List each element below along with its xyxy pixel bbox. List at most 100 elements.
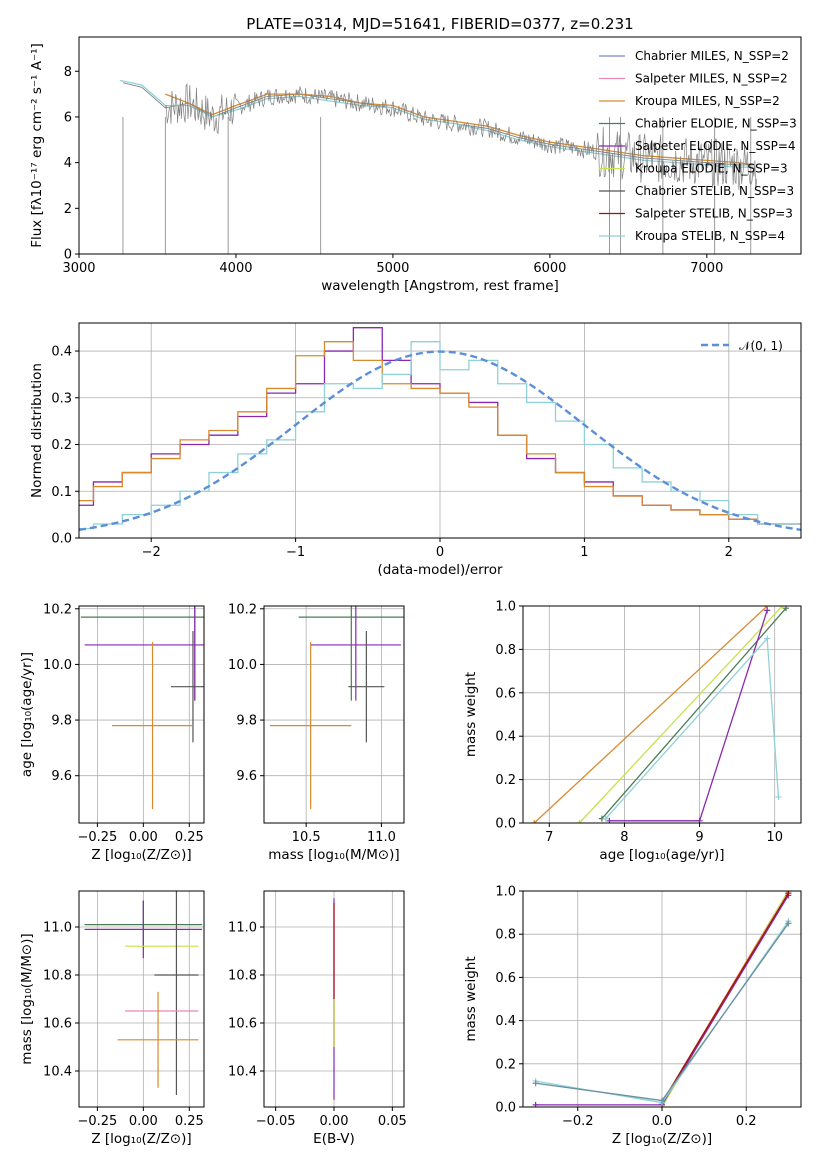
x-tick-label: −0.25 xyxy=(77,830,117,845)
y-tick-label: 0.0 xyxy=(51,532,72,547)
legend-label: Salpeter ELODIE, N_SSP=4 xyxy=(635,139,796,153)
x-tick-label: −2 xyxy=(142,545,161,560)
legend-label: Kroupa ELODIE, N_SSP=3 xyxy=(635,162,788,176)
data-point xyxy=(532,1080,539,1087)
chart-panel-4: 10.5 11.0 9.6 9.8 10.0 10.2 mass [log₁₀(M/M⊙)] xyxy=(228,602,405,863)
plot-area xyxy=(80,606,204,810)
x-tick-label: −0.2 xyxy=(562,1114,594,1129)
y-tick-label: 0 xyxy=(64,248,72,263)
y-tick-label: 0.2 xyxy=(51,438,72,453)
y-tick-label: 6 xyxy=(64,110,72,125)
chart-panel-6: −0.25 0.00 0.25 10.4 10.6 10.8 11.0 Z [log₁₀(Z/… xyxy=(19,890,205,1147)
x-tick-label: 0.00 xyxy=(129,830,158,845)
x-tick-label: 0.05 xyxy=(378,1114,407,1129)
y-tick-label: 1.0 xyxy=(495,885,516,900)
y-tick-label: 9.8 xyxy=(236,714,257,729)
x-tick-label: 6000 xyxy=(533,261,566,276)
legend-label: Chabrier MILES, N_SSP=2 xyxy=(635,49,789,63)
y-axis-label: mass weight xyxy=(463,956,479,1041)
y-tick-label: 0.4 xyxy=(51,345,72,360)
x-tick-label: 0.0 xyxy=(652,1114,673,1129)
legend-label: Chabrier STELIB, N_SSP=3 xyxy=(635,184,794,198)
y-tick-label: 9.8 xyxy=(51,714,72,729)
chart-panel-3: −0.25 0.00 0.25 9.6 9.8 10.0 10.2 Z [log₁₀(Z/Z⊙… xyxy=(19,602,205,863)
y-axis-label: age [log₁₀(age/yr)] xyxy=(19,652,35,777)
y-tick-label: 2 xyxy=(64,202,72,217)
y-tick-label: 0.1 xyxy=(51,485,72,500)
gaussian-curve xyxy=(79,350,801,531)
y-tick-label: 10.0 xyxy=(228,658,257,673)
series-line xyxy=(605,636,780,820)
legend-label: 𝒩(0, 1) xyxy=(739,339,783,353)
legend-label: Salpeter STELIB, N_SSP=3 xyxy=(635,207,793,221)
data-point xyxy=(659,1097,665,1104)
legend-label: Kroupa MILES, N_SSP=2 xyxy=(635,94,780,108)
series-line xyxy=(533,606,768,823)
data-point xyxy=(764,635,771,642)
plot-area xyxy=(79,327,801,531)
y-tick-label: 0.0 xyxy=(495,1101,516,1116)
data-point xyxy=(764,607,771,614)
series-line xyxy=(119,79,754,168)
x-tick-label: 10.5 xyxy=(292,830,321,845)
x-axis-label: (data-model)/error xyxy=(377,562,503,578)
data-point xyxy=(531,820,538,823)
x-tick-label: −1 xyxy=(286,545,305,560)
x-tick-label: 5000 xyxy=(376,261,409,276)
legend-label: Salpeter MILES, N_SSP=2 xyxy=(635,72,788,86)
x-axis-label: Z [log₁₀(Z/Z⊙)] xyxy=(612,1131,712,1147)
y-tick-label: 10.8 xyxy=(43,969,72,984)
y-tick-label: 9.6 xyxy=(51,769,72,784)
chart-panel-2: 𝒩(0, 1) −2 −1 0 1 2 0.0 0.1 0.2 0.3 0.4 (data-model… xyxy=(29,322,802,578)
plot-area xyxy=(119,79,758,254)
y-tick-label: 0.3 xyxy=(51,391,72,406)
x-tick-label: 7 xyxy=(545,830,553,845)
x-tick-label: 4000 xyxy=(219,261,252,276)
legend: Chabrier MILES, N_SSP=2 Salpeter MILES, N… xyxy=(599,49,797,243)
axes-frame xyxy=(78,890,205,1108)
y-tick-label: 0.6 xyxy=(495,686,516,701)
x-tick-label: 0.2 xyxy=(736,1114,757,1129)
axes-frame xyxy=(78,605,205,824)
x-tick-label: 0.25 xyxy=(175,830,204,845)
spectrum-noise xyxy=(164,83,758,190)
y-tick-label: 0.4 xyxy=(495,730,516,745)
y-tick-label: 0.2 xyxy=(495,1057,516,1072)
x-tick-label: 0.00 xyxy=(129,1114,158,1129)
legend-label: Chabrier ELODIE, N_SSP=3 xyxy=(635,117,797,131)
x-tick-label: −0.25 xyxy=(77,1114,117,1129)
x-tick-label: 9 xyxy=(695,830,703,845)
y-axis-label: Flux [fλ10⁻¹⁷ erg cm⁻² s⁻¹ A⁻¹] xyxy=(29,43,45,248)
chart-panel-1: Chabrier MILES, N_SSP=2 Salpeter MILES, N… xyxy=(29,36,802,294)
y-tick-label: 11.0 xyxy=(228,921,257,936)
y-tick-label: 9.6 xyxy=(236,769,257,784)
series-line xyxy=(661,892,789,1104)
figure-title: PLATE=0314, MJD=51641, FIBERID=0377, z=0… xyxy=(246,15,633,33)
y-tick-label: 10.4 xyxy=(228,1065,257,1080)
legend-label: Kroupa STELIB, N_SSP=4 xyxy=(635,229,785,243)
y-axis-label: Normed distribution xyxy=(29,363,45,498)
y-tick-label: 0.6 xyxy=(495,971,516,986)
chart-panel-8: −0.2 0.0 0.2 0.0 0.2 0.4 0.6 0.8 1.0 Z [log₁₀(Z/Z… xyxy=(463,885,802,1147)
y-tick-label: 10.2 xyxy=(228,602,257,617)
x-tick-label: 7000 xyxy=(690,261,723,276)
y-tick-label: 10.2 xyxy=(43,602,72,617)
axes-frame xyxy=(522,605,802,824)
y-tick-label: 0.8 xyxy=(495,928,516,943)
x-tick-label: −0.05 xyxy=(256,1114,296,1129)
data-point xyxy=(602,815,609,822)
series-line xyxy=(601,607,787,820)
y-tick-label: 0.4 xyxy=(495,1014,516,1029)
x-tick-label: 0.25 xyxy=(175,1114,204,1129)
series-line xyxy=(79,341,801,530)
x-tick-label: 0.00 xyxy=(320,1114,349,1129)
axes-frame xyxy=(263,605,405,824)
x-tick-label: 1 xyxy=(580,545,588,560)
y-tick-label: 8 xyxy=(64,65,72,80)
y-tick-label: 10.4 xyxy=(43,1065,72,1080)
axes-frame xyxy=(78,36,802,255)
y-axis-label: mass weight xyxy=(463,672,479,757)
x-axis-label: wavelength [Angstrom, rest frame] xyxy=(321,278,559,294)
data-point xyxy=(785,920,792,927)
